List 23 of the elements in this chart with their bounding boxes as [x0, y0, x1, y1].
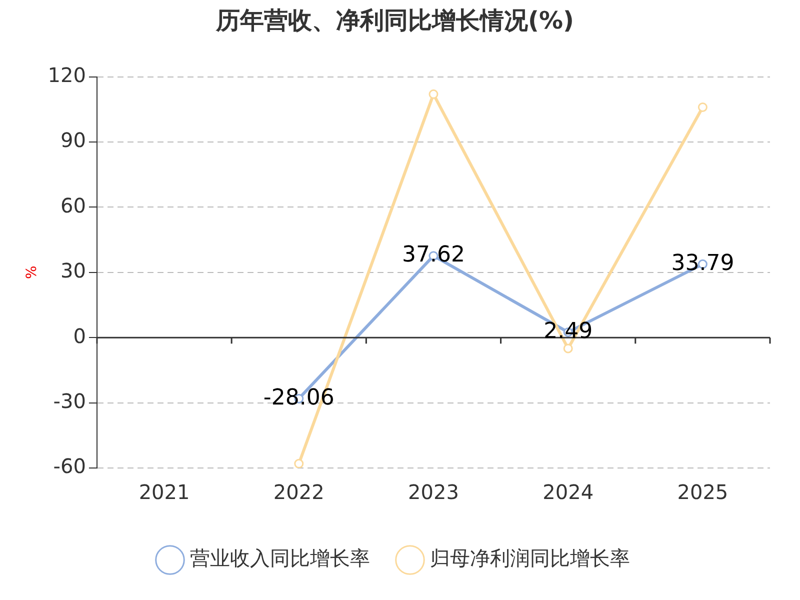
x-tick-label: 2022 — [273, 480, 324, 504]
legend-label: 归母净利润同比增长率 — [430, 546, 630, 570]
chart-title: 历年营收、净利同比增长情况(%) — [215, 6, 574, 35]
y-tick-label: 90 — [60, 128, 86, 152]
y-tick-label: 120 — [48, 63, 86, 88]
x-tick-label: 2025 — [677, 480, 728, 504]
y-tick-label: -30 — [53, 389, 86, 414]
y-tick-label: -60 — [53, 454, 86, 478]
data-label: 33.79 — [671, 250, 734, 276]
point — [294, 458, 304, 468]
x-tick-label: 2021 — [138, 480, 190, 504]
y-tick-label: 30 — [60, 258, 86, 283]
legend-label: 营业收入同比增长率 — [190, 546, 370, 570]
data-label: 37.62 — [402, 242, 465, 268]
data-label: -28.06 — [263, 385, 334, 410]
y-tick-label: 60 — [60, 193, 86, 218]
point — [428, 89, 438, 99]
point — [698, 102, 708, 112]
y-axis-title: % — [24, 266, 40, 280]
point — [563, 344, 573, 354]
y-tick-label: 0 — [73, 324, 86, 348]
x-tick-label: 2023 — [408, 480, 459, 504]
x-tick-label: 2024 — [542, 480, 594, 504]
